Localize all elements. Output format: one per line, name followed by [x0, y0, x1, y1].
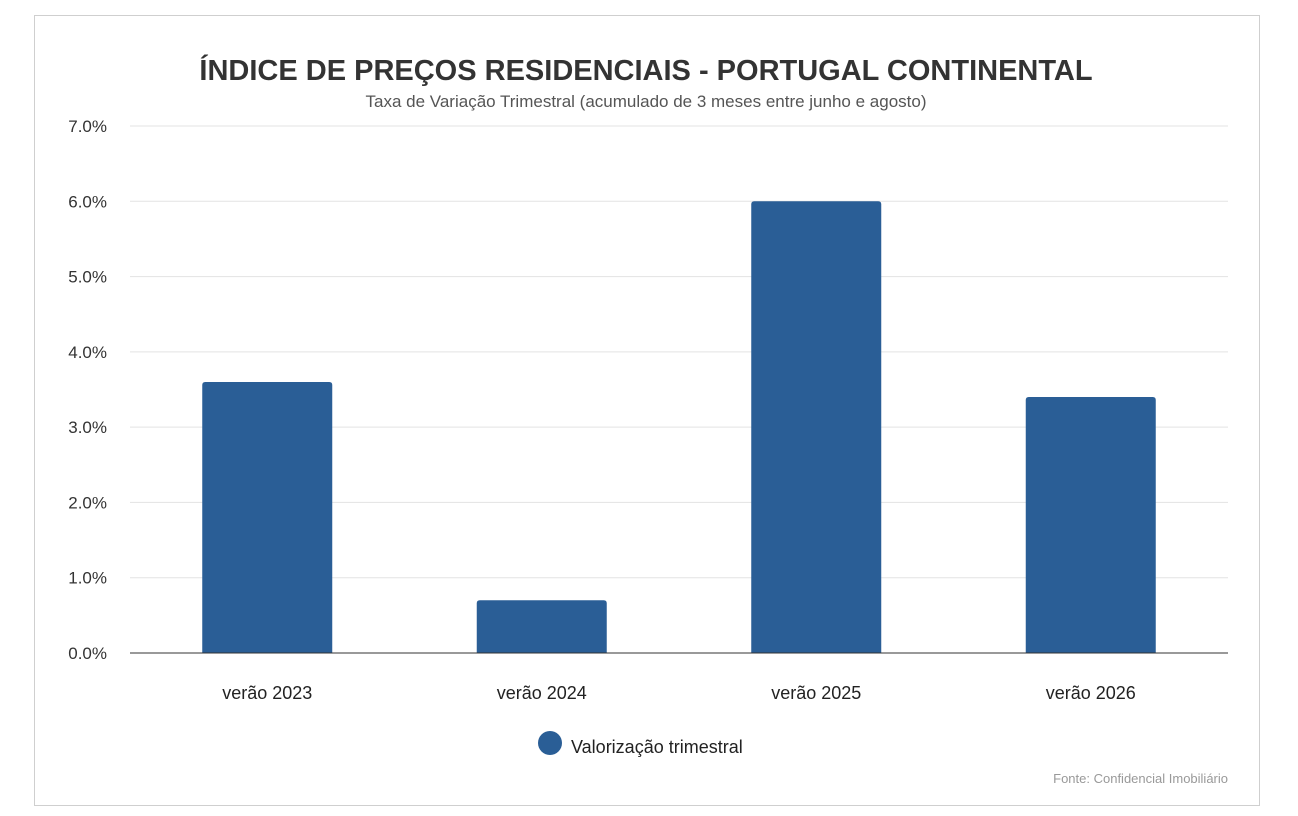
- bar[interactable]: [1025, 397, 1156, 653]
- y-tick-label: 6.0%: [68, 192, 107, 211]
- legend-label: Valorização trimestral: [571, 737, 743, 757]
- bar[interactable]: [476, 600, 607, 653]
- source-note: Fonte: Confidencial Imobiliário: [1053, 771, 1228, 786]
- chart-subtitle: Taxa de Variação Trimestral (acumulado d…: [366, 92, 927, 111]
- bar[interactable]: [202, 381, 333, 653]
- chart-title: ÍNDICE DE PREÇOS RESIDENCIAIS - PORTUGAL…: [199, 53, 1092, 87]
- y-tick-label: 5.0%: [68, 268, 107, 287]
- x-tick-label: verão 2025: [771, 683, 861, 703]
- x-tick-label: verão 2024: [497, 683, 587, 703]
- y-tick-label: 2.0%: [68, 493, 107, 512]
- x-tick-label: verão 2026: [1046, 683, 1136, 703]
- y-tick-label: 1.0%: [68, 569, 107, 588]
- bars: [202, 201, 1156, 654]
- y-axis-ticks: 0.0% 1.0% 2.0% 3.0% 4.0% 5.0% 6.0% 7.0%: [68, 117, 107, 663]
- legend-marker: [538, 731, 562, 755]
- y-tick-label: 7.0%: [68, 117, 107, 136]
- x-axis-ticks: verão 2023 verão 2024 verão 2025 verão 2026: [222, 683, 1136, 703]
- y-tick-label: 4.0%: [68, 343, 107, 362]
- y-tick-label: 0.0%: [68, 644, 107, 663]
- bar[interactable]: [751, 201, 882, 654]
- legend[interactable]: Valorização trimestral: [538, 731, 743, 757]
- y-tick-label: 3.0%: [68, 418, 107, 437]
- x-tick-label: verão 2023: [222, 683, 312, 703]
